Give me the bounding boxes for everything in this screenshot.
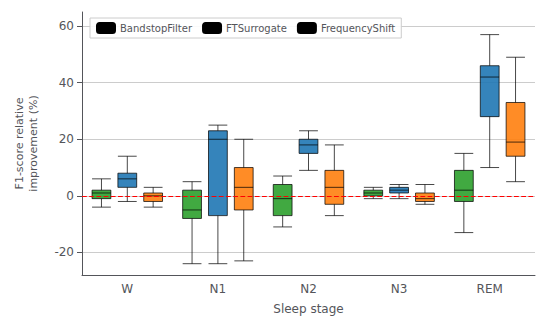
svg-text:FrequencyShift: FrequencyShift (321, 23, 395, 34)
svg-text:N2: N2 (300, 282, 317, 296)
svg-text:20: 20 (59, 132, 74, 146)
svg-text:N1: N1 (210, 282, 227, 296)
svg-text:Sleep stage: Sleep stage (273, 302, 343, 316)
svg-text:40: 40 (59, 76, 74, 90)
svg-text:W: W (121, 282, 133, 296)
svg-text:REM: REM (477, 282, 503, 296)
svg-text:0: 0 (66, 189, 74, 203)
svg-text:-20: -20 (54, 245, 74, 259)
svg-text:60: 60 (59, 19, 74, 33)
svg-text:BandstopFilter: BandstopFilter (120, 23, 193, 34)
svg-text:improvement (%): improvement (%) (27, 95, 40, 191)
svg-text:FTSurrogate: FTSurrogate (226, 23, 287, 34)
svg-text:N3: N3 (391, 282, 408, 296)
svg-text:F1-score relative: F1-score relative (13, 97, 26, 189)
